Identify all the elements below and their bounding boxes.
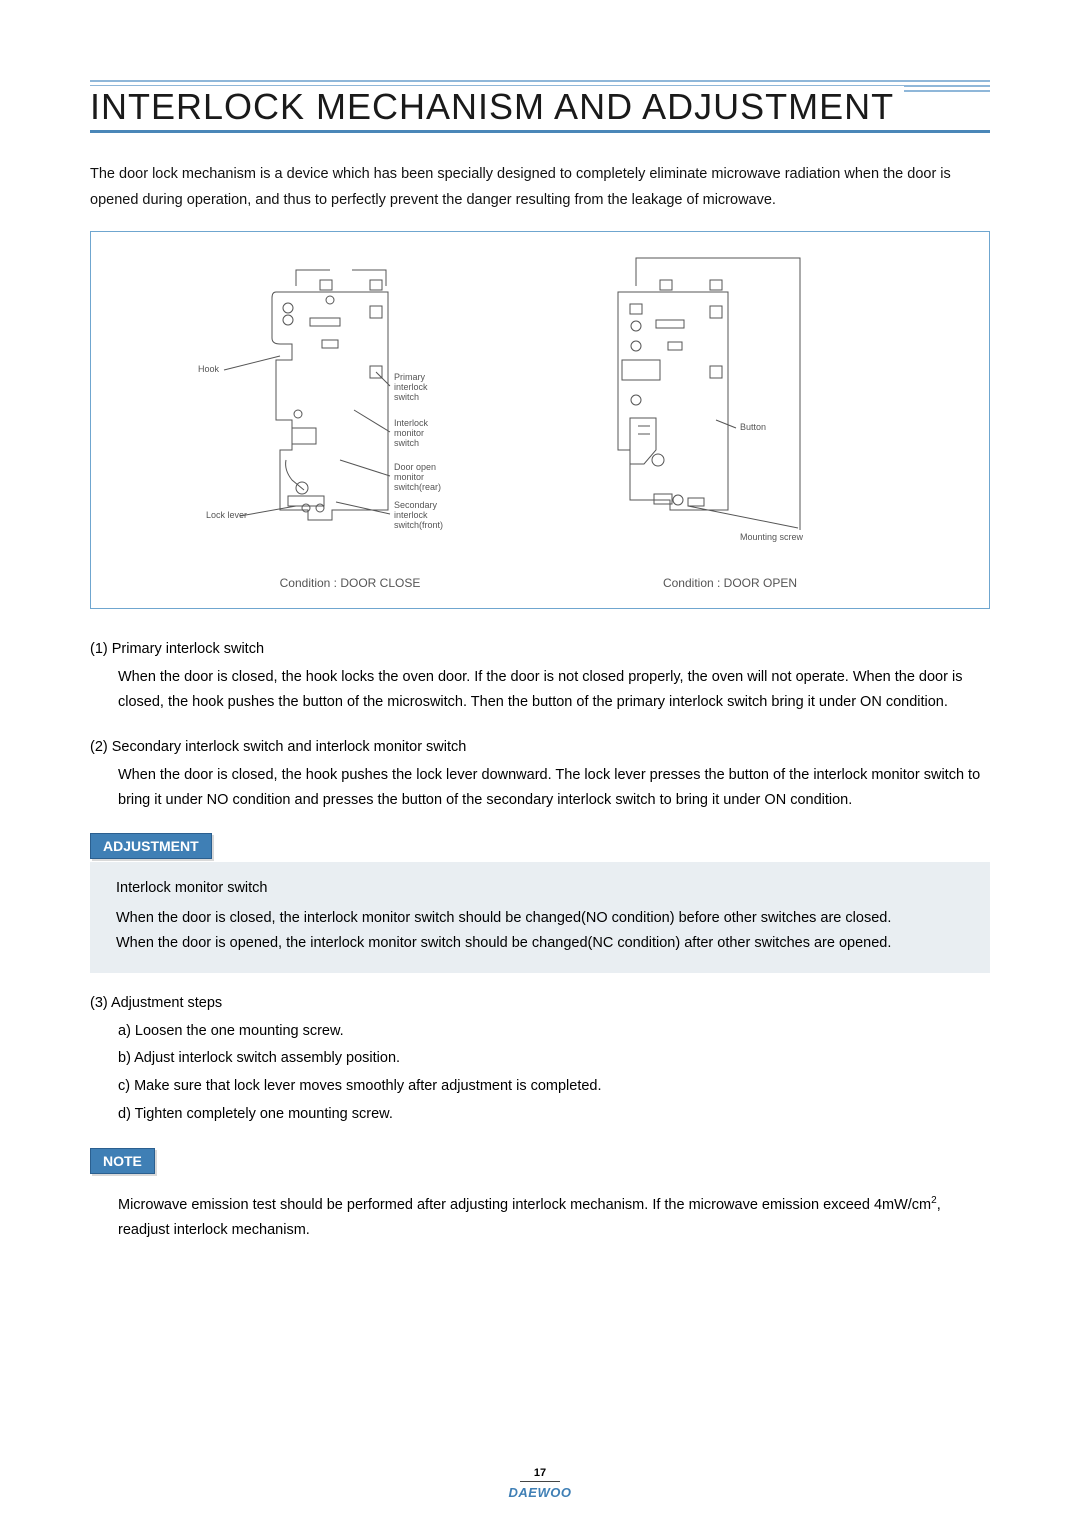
- adjustment-line-1: When the door is closed, the interlock m…: [116, 906, 970, 931]
- intro-paragraph: The door lock mechanism is a device whic…: [90, 161, 990, 213]
- page-title: INTERLOCK MECHANISM AND ADJUSTMENT: [90, 86, 904, 128]
- adjustment-callout: ADJUSTMENT Interlock monitor switch When…: [90, 833, 990, 972]
- section-1-body: When the door is closed, the hook locks …: [90, 665, 990, 716]
- adjustment-line-2: When the door is opened, the interlock m…: [116, 931, 970, 956]
- section-1: (1) Primary interlock switch When the do…: [90, 637, 990, 715]
- diagram-door-close: Hook Lock lever Primaryinterlockswitch I…: [180, 250, 520, 590]
- note-text-a: Microwave emission test should be perfor…: [118, 1197, 931, 1213]
- label-hook: Hook: [198, 364, 220, 374]
- section-3: (3) Adjustment steps a) Loosen the one m…: [90, 991, 990, 1129]
- label-locklever: Lock lever: [206, 510, 247, 520]
- page: INTERLOCK MECHANISM AND ADJUSTMENT The d…: [0, 0, 1080, 1528]
- diagram-door-open: Button Mounting screw Condition : DOOR O…: [560, 250, 900, 590]
- label-secondary: Secondaryinterlockswitch(front): [394, 500, 443, 530]
- figure-box: Hook Lock lever Primaryinterlockswitch I…: [90, 231, 990, 609]
- title-underline: [90, 130, 990, 133]
- step-b: b) Adjust interlock switch assembly posi…: [118, 1045, 990, 1073]
- adjustment-body: Interlock monitor switch When the door i…: [90, 862, 990, 972]
- step-a: a) Loosen the one mounting screw.: [118, 1018, 990, 1046]
- page-footer: 17 DAEWOO: [0, 1467, 1080, 1500]
- note-label: NOTE: [90, 1148, 155, 1174]
- step-c: c) Make sure that lock lever moves smoot…: [118, 1073, 990, 1101]
- adjustment-subhead: Interlock monitor switch: [116, 876, 970, 901]
- title-block: INTERLOCK MECHANISM AND ADJUSTMENT: [90, 80, 990, 133]
- label-monitor: Interlockmonitorswitch: [394, 418, 429, 448]
- label-button: Button: [740, 422, 766, 432]
- diagram-caption-left: Condition : DOOR CLOSE: [180, 576, 520, 590]
- brand-logo: DAEWOO: [0, 1485, 1080, 1500]
- section-2: (2) Secondary interlock switch and inter…: [90, 735, 990, 813]
- note-callout: NOTE: [90, 1148, 990, 1174]
- page-number: 17: [520, 1467, 560, 1482]
- section-3-head: (3) Adjustment steps: [90, 991, 990, 1016]
- label-mounting: Mounting screw: [740, 532, 804, 542]
- label-primary: Primaryinterlockswitch: [394, 372, 428, 402]
- section-1-head: (1) Primary interlock switch: [90, 637, 990, 662]
- title-stripe: [90, 80, 990, 82]
- diagram-caption-right: Condition : DOOR OPEN: [560, 576, 900, 590]
- adjustment-label: ADJUSTMENT: [90, 833, 212, 859]
- section-2-head: (2) Secondary interlock switch and inter…: [90, 735, 990, 760]
- adjustment-steps: a) Loosen the one mounting screw. b) Adj…: [90, 1018, 990, 1128]
- label-dooropen: Door openmonitorswitch(rear): [394, 462, 441, 492]
- note-body: Microwave emission test should be perfor…: [90, 1192, 990, 1244]
- section-2-body: When the door is closed, the hook pushes…: [90, 763, 990, 814]
- step-d: d) Tighten completely one mounting screw…: [118, 1101, 990, 1129]
